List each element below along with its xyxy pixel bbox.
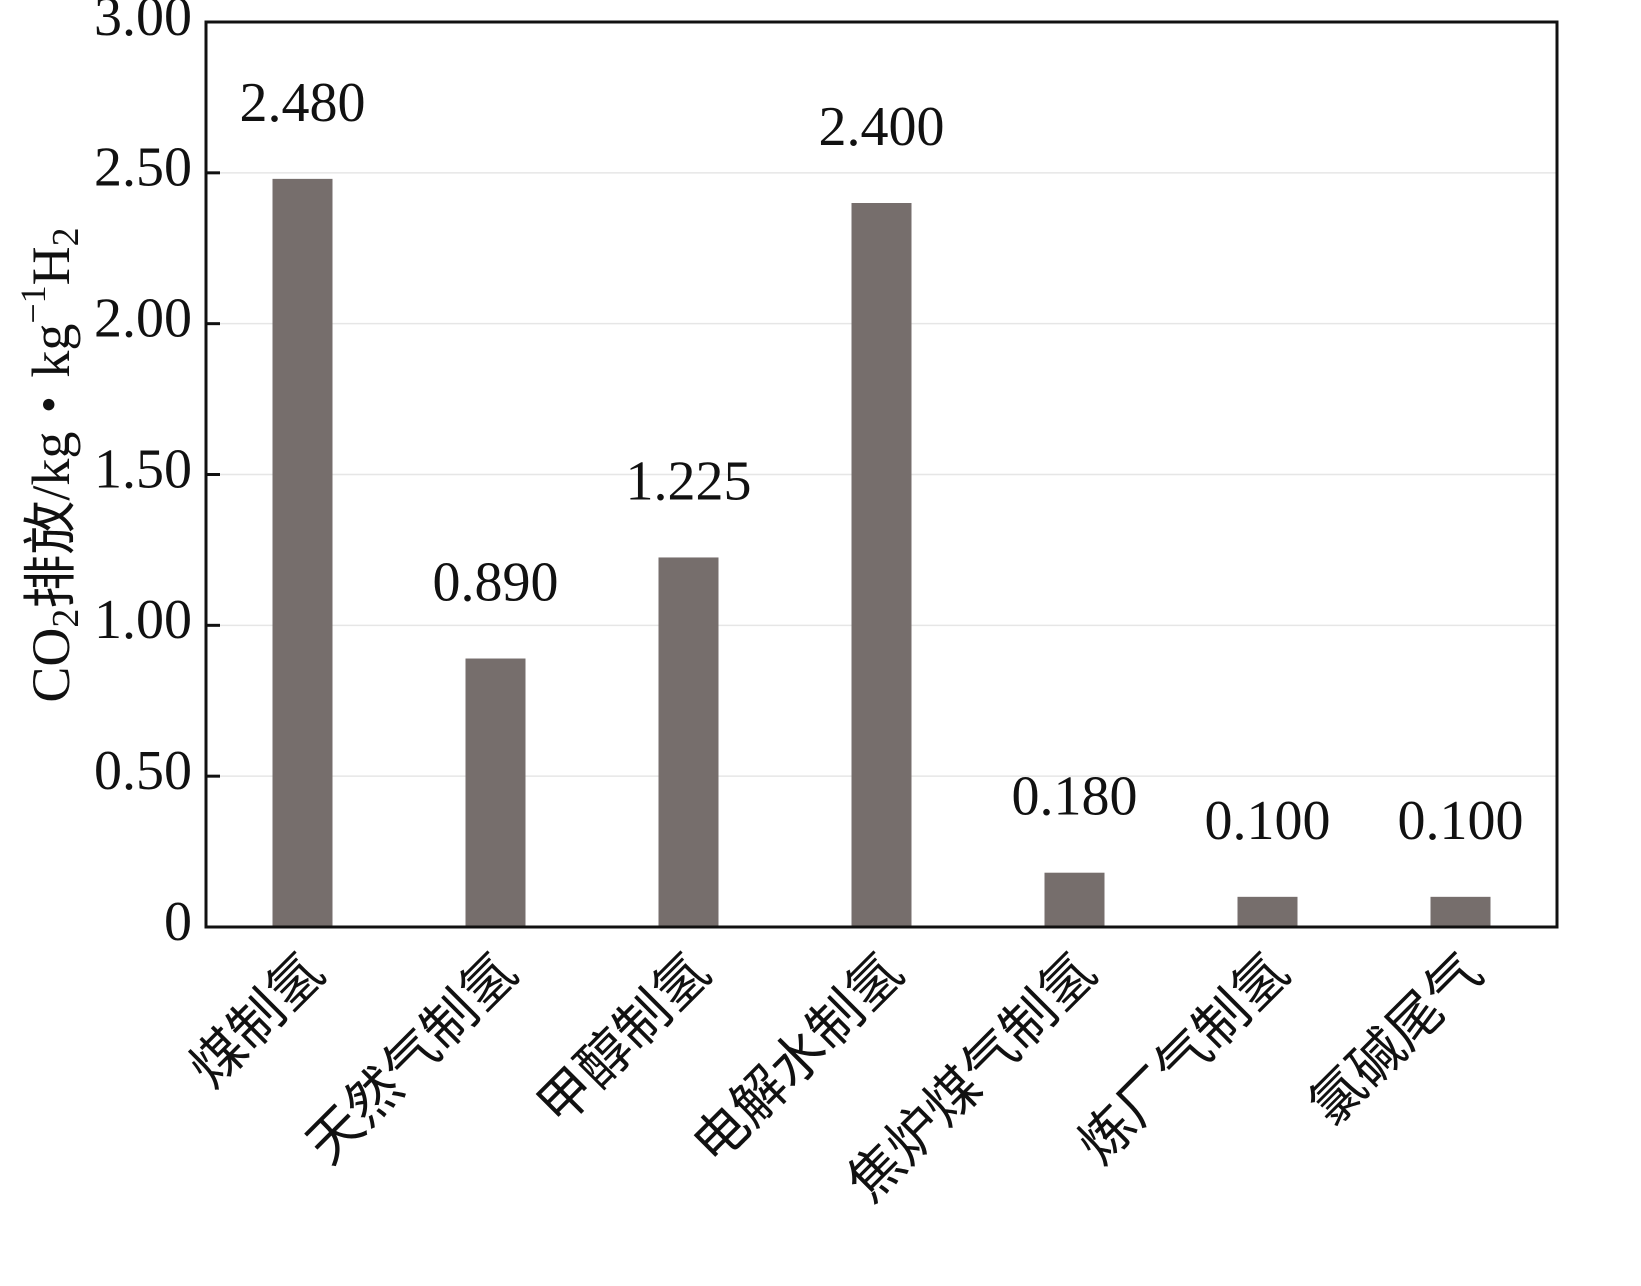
data-label: 0.100	[1205, 790, 1331, 852]
y-axis-ticks	[206, 20, 220, 929]
data-label: 0.180	[1012, 766, 1138, 828]
bar	[1237, 896, 1298, 927]
bars	[272, 178, 1491, 927]
bar	[272, 178, 333, 927]
y-tick-label: 3.00	[94, 0, 192, 48]
data-label: 0.890	[433, 552, 559, 614]
data-label: 1.225	[626, 450, 752, 512]
category-label: 炼厂气制氢	[1067, 942, 1300, 1175]
data-label: 2.480	[240, 72, 366, 134]
data-label: 2.400	[819, 96, 945, 158]
bar	[1044, 872, 1105, 927]
y-axis-tick-labels: 0 0.50 1.00 1.50 2.00 2.50 3.00	[94, 0, 192, 953]
y-tick-label: 0	[164, 891, 192, 953]
category-label: 甲醇制氢	[527, 942, 722, 1137]
data-labels: 2.480 0.890 1.225 2.400 0.180 0.100 0.100	[240, 72, 1524, 852]
y-tick-label: 2.50	[94, 137, 192, 199]
bar	[1430, 896, 1491, 927]
category-label: 煤制氢	[179, 942, 336, 1099]
y-tick-label: 1.00	[94, 589, 192, 651]
y-tick-label: 0.50	[94, 740, 192, 802]
y-axis-title: CO2排放/kg・kg−1H2	[13, 227, 86, 702]
y-tick-label: 2.00	[94, 288, 192, 350]
bar	[851, 203, 912, 927]
category-label: 天然气制氢	[295, 942, 528, 1175]
bar	[465, 658, 526, 927]
y-tick-label: 1.50	[94, 438, 192, 500]
data-label: 0.100	[1398, 790, 1524, 852]
bar	[658, 557, 719, 927]
category-label: 氯碱尾气	[1299, 942, 1494, 1137]
